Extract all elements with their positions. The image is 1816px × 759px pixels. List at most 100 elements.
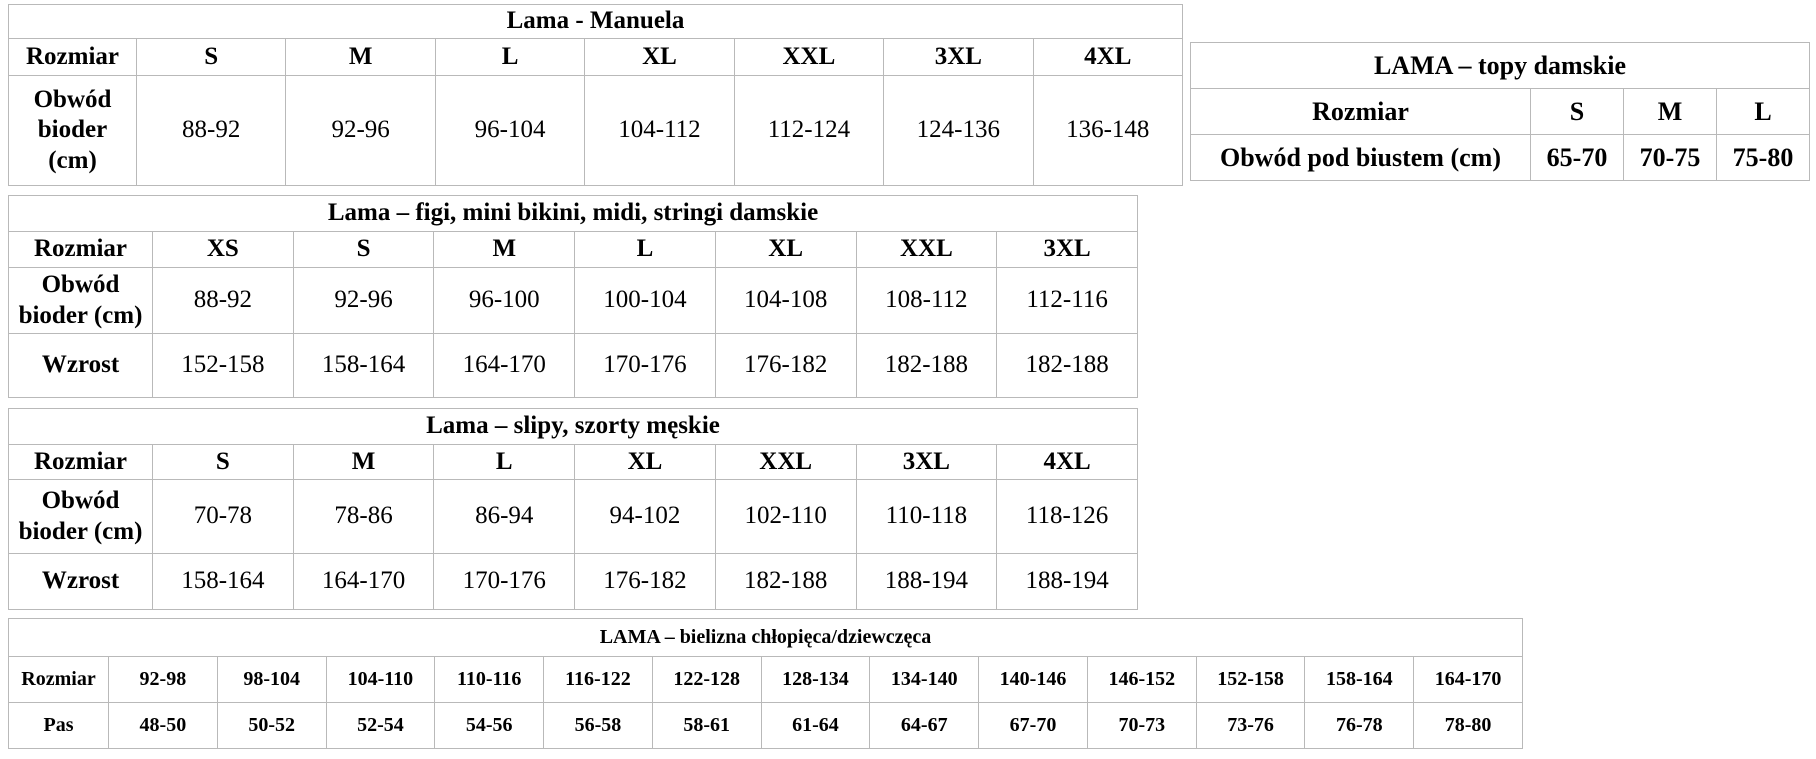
size-header: S [292, 231, 435, 268]
size-header: 3XL [883, 38, 1034, 76]
size-table-figi-damskie: Lama – figi, mini bikini, midi, stringi … [8, 195, 1138, 398]
size-value: 158-164 [1304, 656, 1415, 703]
size-value: 182-188 [855, 333, 998, 398]
size-value: 78-86 [292, 479, 435, 554]
size-table-slipy-meskie: Lama – slipy, szorty męskie Rozmiar S M … [8, 408, 1138, 610]
corner-label: Rozmiar [8, 231, 153, 268]
size-value: 73-76 [1195, 702, 1306, 749]
size-header: S [135, 38, 287, 76]
size-value: 88-92 [135, 75, 287, 186]
size-value: 100-104 [574, 267, 716, 334]
size-header: XS [152, 231, 294, 268]
size-value: 70-73 [1086, 702, 1197, 749]
table-title: Lama – slipy, szorty męskie [8, 408, 1138, 445]
size-value: 96-104 [434, 75, 586, 186]
size-value: 110-116 [434, 656, 545, 703]
size-value: 70-78 [152, 479, 294, 554]
size-value: 112-124 [733, 75, 885, 186]
size-value: 124-136 [883, 75, 1034, 186]
size-value: 122-128 [651, 656, 762, 703]
size-header: 4XL [1032, 38, 1184, 76]
size-value: 67-70 [978, 702, 1088, 749]
size-value: 140-146 [978, 656, 1088, 703]
size-value: 78-80 [1413, 702, 1523, 749]
size-value: 52-54 [325, 702, 436, 749]
size-value: 118-126 [996, 479, 1138, 554]
size-value: 61-64 [760, 702, 871, 749]
row-label: Obwód pod biustem (cm) [1190, 134, 1531, 181]
size-header: M [285, 38, 436, 76]
size-header: XL [584, 38, 735, 76]
size-value: 92-96 [292, 267, 435, 334]
size-header: XXL [714, 444, 857, 480]
size-header: M [433, 231, 576, 268]
size-value: 104-108 [714, 267, 857, 334]
size-value: 98-104 [216, 656, 327, 703]
size-value: 96-100 [433, 267, 576, 334]
size-header: 4XL [996, 444, 1138, 480]
size-value: 158-164 [152, 553, 294, 610]
size-value: 92-96 [285, 75, 436, 186]
size-value: 104-110 [325, 656, 436, 703]
row-label: Wzrost [8, 333, 153, 398]
size-value: 170-176 [433, 553, 576, 610]
size-value: 146-152 [1086, 656, 1197, 703]
size-value: 58-61 [651, 702, 762, 749]
size-value: 182-188 [996, 333, 1138, 398]
size-value: 56-58 [543, 702, 653, 749]
table-title: LAMA – topy damskie [1190, 42, 1810, 89]
size-value: 116-122 [543, 656, 653, 703]
size-header: L [434, 38, 586, 76]
size-value: 158-164 [292, 333, 435, 398]
row-label: Obwód bioder (cm) [8, 75, 137, 186]
size-header: XXL [855, 231, 998, 268]
size-value: 88-92 [152, 267, 294, 334]
corner-label: Rozmiar [8, 38, 137, 76]
size-value: 108-112 [855, 267, 998, 334]
size-header: M [292, 444, 435, 480]
size-value: 176-182 [574, 553, 716, 610]
size-value: 92-98 [108, 656, 218, 703]
size-value: 170-176 [574, 333, 716, 398]
size-value: 50-52 [216, 702, 327, 749]
size-table-manuela: Lama - Manuela Rozmiar S M L XL XXL 3XL … [8, 4, 1184, 186]
size-value: 128-134 [760, 656, 871, 703]
size-value: 188-194 [996, 553, 1138, 610]
corner-label: Rozmiar [1190, 88, 1531, 135]
size-header: M [1623, 88, 1717, 135]
size-table-topy-damskie: LAMA – topy damskie Rozmiar S M L Obwód … [1190, 42, 1810, 181]
row-label: Obwód bioder (cm) [8, 479, 153, 554]
row-label: Rozmiar [8, 656, 109, 703]
size-header: L [1716, 88, 1810, 135]
size-value: 65-70 [1530, 134, 1624, 181]
size-value: 64-67 [869, 702, 980, 749]
size-value: 70-75 [1623, 134, 1717, 181]
size-value: 54-56 [434, 702, 545, 749]
size-value: 112-116 [996, 267, 1138, 334]
size-value: 136-148 [1032, 75, 1184, 186]
size-header: XXL [733, 38, 885, 76]
size-value: 152-158 [1195, 656, 1306, 703]
row-label: Wzrost [8, 553, 153, 610]
size-value: 176-182 [714, 333, 857, 398]
size-value: 110-118 [855, 479, 998, 554]
size-header: XL [714, 231, 857, 268]
size-value: 134-140 [869, 656, 980, 703]
size-value: 188-194 [855, 553, 998, 610]
size-header: S [152, 444, 294, 480]
size-header: L [574, 231, 716, 268]
size-value: 152-158 [152, 333, 294, 398]
row-label: Pas [8, 702, 109, 749]
size-value: 164-170 [433, 333, 576, 398]
corner-label: Rozmiar [8, 444, 153, 480]
size-value: 102-110 [714, 479, 857, 554]
row-label: Obwód bioder (cm) [8, 267, 153, 334]
size-value: 76-78 [1304, 702, 1415, 749]
size-value: 86-94 [433, 479, 576, 554]
size-header: 3XL [996, 231, 1138, 268]
size-value: 48-50 [108, 702, 218, 749]
table-title: LAMA – bielizna chłopięca/dziewczęca [8, 618, 1523, 657]
size-header: L [433, 444, 576, 480]
table-title: Lama – figi, mini bikini, midi, stringi … [8, 195, 1138, 232]
size-table-bielizna-dziecieca: LAMA – bielizna chłopięca/dziewczęca Roz… [8, 618, 1523, 749]
